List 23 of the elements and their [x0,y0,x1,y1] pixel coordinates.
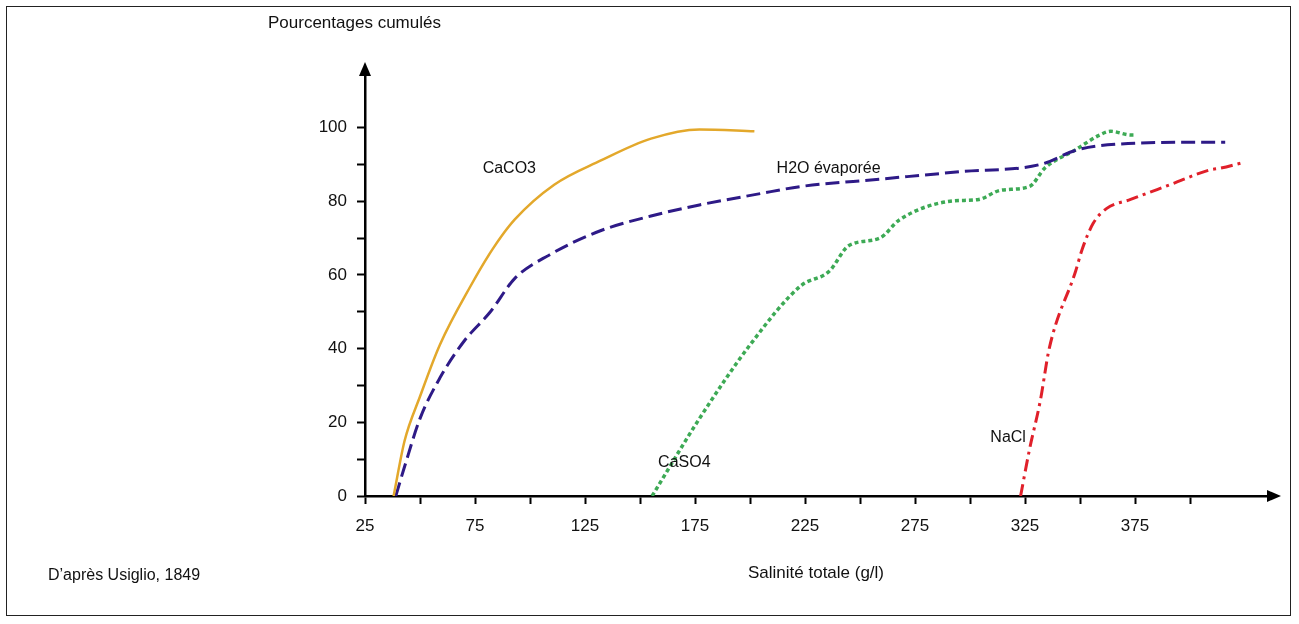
y-tick-label: 80 [328,190,347,210]
x-tick-label: 175 [680,515,710,535]
series-label: NaCl [990,427,1026,445]
y-tick-label: 20 [328,412,347,431]
x-tick-label: 275 [900,515,930,535]
series-label: CaCO3 [482,158,537,176]
y-tick-label: 40 [328,338,347,358]
y-tick-label: 0 [337,485,347,505]
x-tick-label: 375 [1120,515,1150,535]
x-tick-label: 125 [570,515,600,535]
x-tick-label: 75 [465,515,485,535]
text: D’après Usiglio, 1849 [48,566,201,584]
y-tick-label: 60 [328,264,347,284]
x-axis-title: Salinité totale (g/l) [747,563,885,583]
line-series [392,128,756,496]
series-label: H2O évaporée [776,158,881,176]
line-series [394,140,1227,496]
y-tick-label: 100 [318,117,347,137]
x-tick-label: 25 [355,515,375,535]
series-label: CaSO4 [658,452,711,470]
y-axis-title: Pourcentages cumulés [268,12,441,32]
x-tick-label: 225 [790,515,820,535]
x-tick-label: 325 [1010,515,1040,535]
